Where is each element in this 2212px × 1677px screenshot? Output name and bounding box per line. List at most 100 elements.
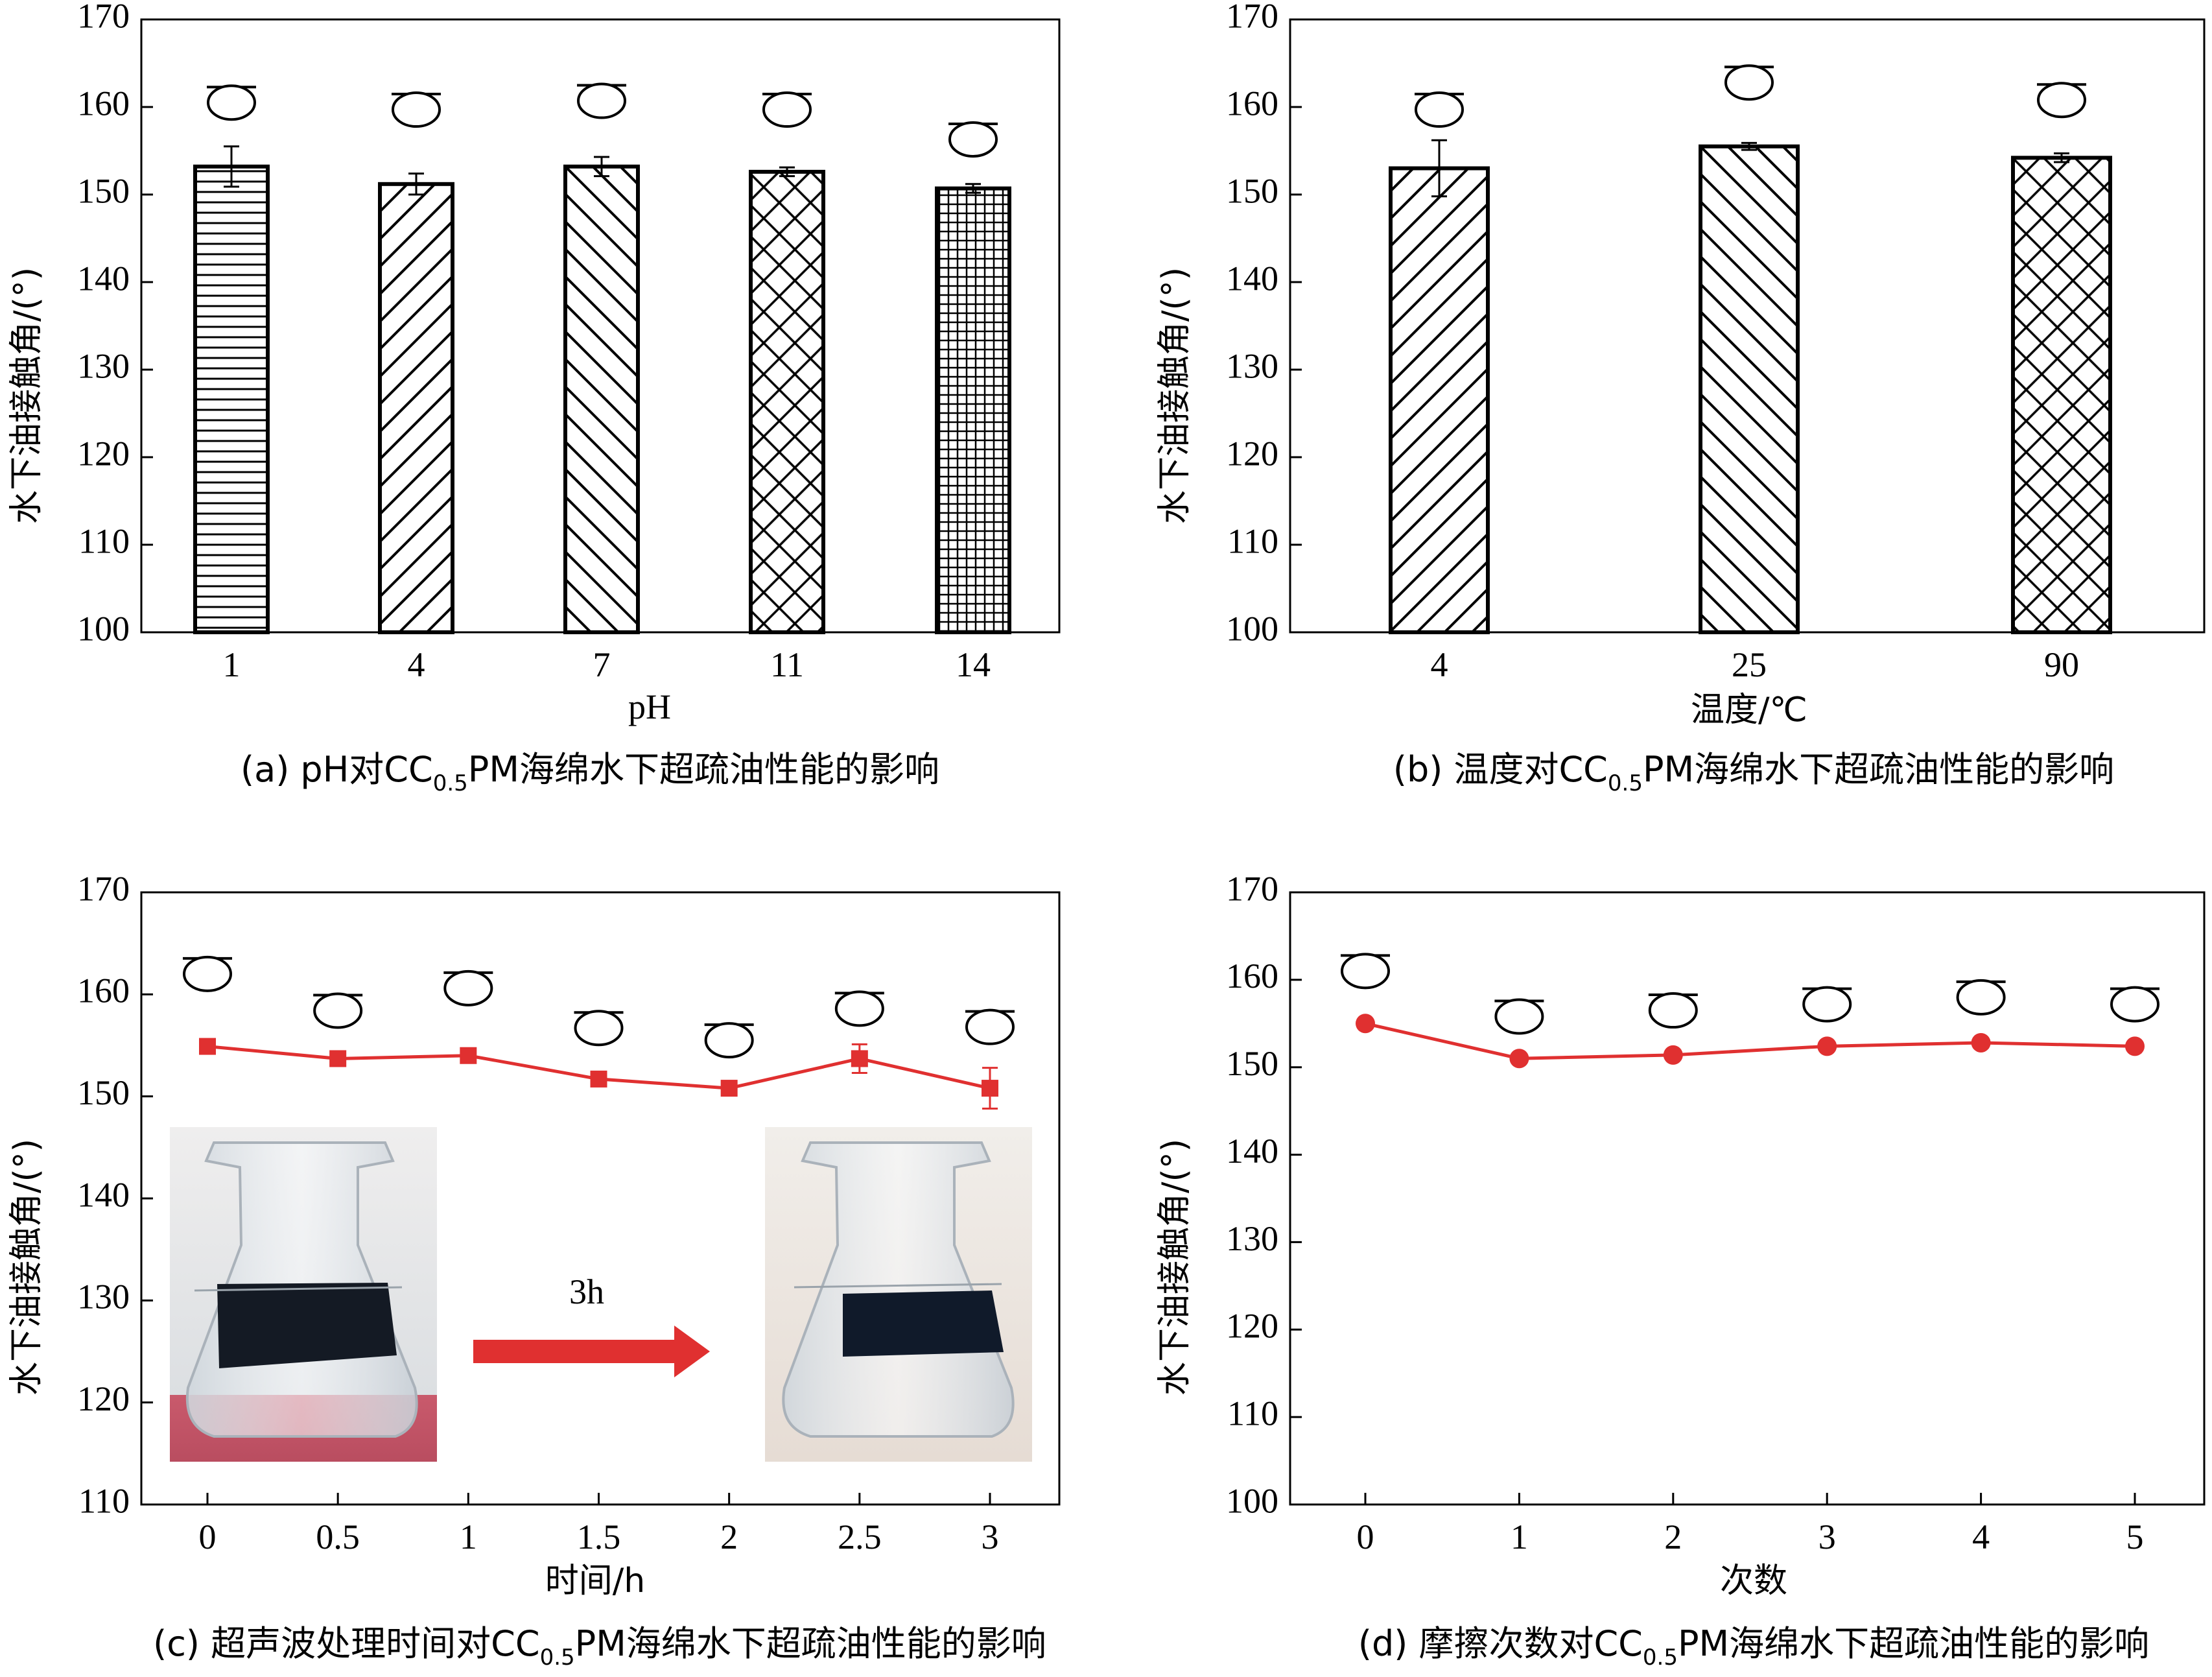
y-tick-label-b: 160 — [1226, 84, 1278, 123]
data-point-c — [590, 1070, 607, 1088]
oil-droplet-icon — [834, 990, 884, 1027]
oil-droplet-icon — [762, 91, 812, 128]
flask-photo-after — [765, 1127, 1032, 1462]
x-tick-label-c: 2 — [720, 1517, 738, 1556]
y-tick-label-b: 100 — [1226, 609, 1278, 648]
oil-droplet-icon — [313, 992, 363, 1029]
bar-a-1 — [193, 164, 270, 634]
y-axis-label-b: 水下油接触角/(°) — [1155, 267, 1194, 524]
oil-droplet-icon — [704, 1022, 754, 1059]
arrow-annotation: 3h — [569, 1272, 604, 1311]
y-tick-label-d: 170 — [1226, 869, 1278, 908]
x-tick-label-a: 14 — [956, 645, 991, 684]
panel-c: 3h 110 120 130 140 150 160 170 0 0.5 1 1.5 2 2.5 3 水下… — [7, 869, 1061, 1671]
y-tick-label-c: 110 — [78, 1481, 130, 1520]
transition-arrow — [473, 1326, 710, 1377]
data-point-c — [329, 1050, 347, 1067]
x-tick-label-c: 1.5 — [577, 1517, 621, 1556]
plot-c: 110 120 130 140 150 160 170 0 0.5 1 1.5 2 2.5 3 — [77, 869, 1061, 1556]
x-tick-label-d: 0 — [1357, 1517, 1374, 1556]
x-tick-label-d: 2 — [1664, 1517, 1682, 1556]
oil-droplet-icon — [1956, 979, 2006, 1016]
data-point-d — [1356, 1014, 1375, 1034]
bar-a-14 — [935, 186, 1011, 634]
data-point-d — [1817, 1036, 1837, 1056]
data-point-d — [1509, 1049, 1529, 1069]
x-tick-label-c: 0 — [199, 1517, 217, 1556]
y-tick-label-a: 110 — [78, 521, 130, 560]
x-tick-label-d: 1 — [1511, 1517, 1528, 1556]
oil-droplet-icon — [948, 121, 998, 158]
x-tick-label-b: 90 — [2044, 645, 2079, 684]
y-tick-label-c: 150 — [77, 1073, 130, 1112]
y-tick-label-a: 160 — [77, 84, 130, 123]
x-tick-label-a: 7 — [593, 645, 611, 684]
oil-droplet-icon — [1341, 953, 1390, 990]
caption-c: (c) 超声波处理时间对CC0.5PM海绵水下超疏油性能的影响 — [153, 1623, 1046, 1671]
x-tick-label-b: 4 — [1431, 645, 1448, 684]
y-tick-label-d: 110 — [1227, 1394, 1278, 1433]
x-axis-label-a: pH — [628, 687, 671, 726]
oil-droplet-icon — [2110, 986, 2159, 1023]
caption-b: (b) 温度对CC0.5PM海绵水下超疏油性能的影响 — [1393, 749, 2114, 796]
x-tick-label-d: 5 — [2126, 1517, 2144, 1556]
oil-droplet-icon — [1648, 992, 1698, 1029]
y-tick-label-d: 100 — [1226, 1481, 1278, 1520]
y-tick-label-b: 130 — [1226, 346, 1278, 385]
y-tick-label-b: 120 — [1226, 434, 1278, 473]
x-tick-label-a: 11 — [770, 645, 804, 684]
x-tick-label-c: 2.5 — [838, 1517, 882, 1556]
y-tick-label-b: 110 — [1227, 521, 1278, 560]
y-axis-label-d: 水下油接触角/(°) — [1155, 1139, 1194, 1396]
panel-b: 100 110 120 130 140 150 160 170 4 25 90 水下油接触角/(°)… — [1155, 0, 2206, 796]
y-tick-label-a: 100 — [77, 609, 130, 648]
data-point-c — [199, 1038, 216, 1055]
x-tick-label-c: 0.5 — [316, 1517, 360, 1556]
panel-d: 100 110 120 130 140 150 160 170 0 1 2 3 4 5 水下油接触角/(°… — [1155, 869, 2206, 1671]
y-tick-label-b: 140 — [1226, 259, 1278, 298]
data-point-d — [2125, 1036, 2145, 1056]
series-line-d — [1365, 1021, 2136, 1060]
x-axis-label-d: 次数 — [1720, 1562, 1787, 1600]
x-tick-label-a: 1 — [223, 645, 241, 684]
y-tick-label-d: 130 — [1226, 1219, 1278, 1258]
x-tick-label-d: 3 — [1818, 1517, 1836, 1556]
oil-droplet-icon — [183, 955, 232, 992]
oil-droplet-icon — [1494, 998, 1544, 1035]
y-tick-label-d: 160 — [1226, 957, 1278, 995]
flask-photo-before — [170, 1127, 437, 1462]
y-tick-label-a: 170 — [77, 0, 130, 35]
bar-b-25 — [1699, 144, 1800, 634]
y-tick-label-d: 140 — [1226, 1132, 1278, 1171]
y-tick-label-a: 120 — [77, 434, 130, 473]
oil-droplet-icon — [392, 91, 441, 128]
x-axis-label-b: 温度/℃ — [1691, 691, 1807, 730]
x-tick-label-a: 4 — [408, 645, 425, 684]
oil-droplet-icon — [965, 1008, 1015, 1045]
caption-a: (a) pH对CC0.5PM海绵水下超疏油性能的影响 — [241, 749, 939, 796]
bar-a-7 — [563, 164, 640, 634]
bar-a-4 — [378, 182, 454, 634]
y-tick-label-a: 140 — [77, 259, 130, 298]
y-tick-label-b: 150 — [1226, 171, 1278, 210]
x-tick-label-c: 3 — [982, 1517, 999, 1556]
y-tick-label-d: 120 — [1226, 1307, 1278, 1346]
x-axis-label-c: 时间/h — [545, 1562, 645, 1600]
plot-b: 100 110 120 130 140 150 160 170 4 25 90 — [1226, 0, 2206, 684]
y-axis-label-c: 水下油接触角/(°) — [7, 1139, 46, 1396]
y-tick-label-d: 150 — [1226, 1044, 1278, 1083]
data-point-c — [982, 1080, 998, 1097]
x-tick-label-b: 25 — [1732, 645, 1767, 684]
y-tick-label-c: 160 — [77, 971, 130, 1010]
oil-droplet-icon — [574, 1010, 624, 1047]
oil-droplet-icon — [1802, 986, 1852, 1023]
bar-a-11 — [749, 169, 825, 634]
y-tick-label-c: 120 — [77, 1379, 130, 1418]
caption-d: (d) 摩擦次数对CC0.5PM海绵水下超疏油性能的影响 — [1358, 1623, 2149, 1671]
oil-droplet-icon — [443, 969, 493, 1006]
y-tick-label-a: 130 — [77, 346, 130, 385]
bar-b-90 — [2011, 156, 2112, 635]
data-point-c — [720, 1080, 738, 1097]
y-tick-label-a: 150 — [77, 171, 130, 210]
